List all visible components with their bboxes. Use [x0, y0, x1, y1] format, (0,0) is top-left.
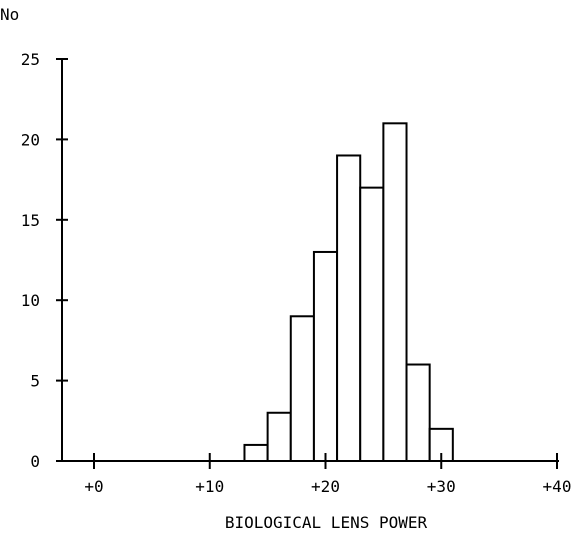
- axes-group: 0 5 10 15 20 25 +0 +10 +20 +30 +40: [21, 50, 572, 496]
- histogram-bar-4: [312, 250, 339, 462]
- x-axis-label: BIOLOGICAL LENS POWER: [225, 513, 428, 532]
- histogram-bar-5: [336, 154, 362, 462]
- y-tick-label-10: 10: [21, 291, 40, 310]
- x-tick-label-0: +0: [84, 477, 103, 496]
- y-tick-label-25: 25: [21, 50, 40, 69]
- histogram-bar-2: [266, 411, 292, 463]
- histogram-bar-6: [359, 186, 385, 462]
- histogram-bar-7: [382, 122, 408, 462]
- y-tick-label-15: 15: [21, 211, 40, 230]
- bars-group: [243, 122, 454, 463]
- histogram-bar-8: [405, 363, 431, 462]
- histogram-bar-3: [289, 315, 315, 462]
- x-tick-label-20: +20: [311, 477, 340, 496]
- y-axis-label: No: [0, 5, 19, 24]
- x-tick-label-10: +10: [195, 477, 224, 496]
- x-tick-label-30: +30: [427, 477, 456, 496]
- y-tick-label-20: 20: [21, 130, 40, 149]
- y-tick-label-5: 5: [30, 372, 40, 391]
- x-tick-label-40: +40: [543, 477, 572, 496]
- y-tick-label-0: 0: [30, 452, 40, 471]
- histogram-bar-1: [243, 443, 269, 463]
